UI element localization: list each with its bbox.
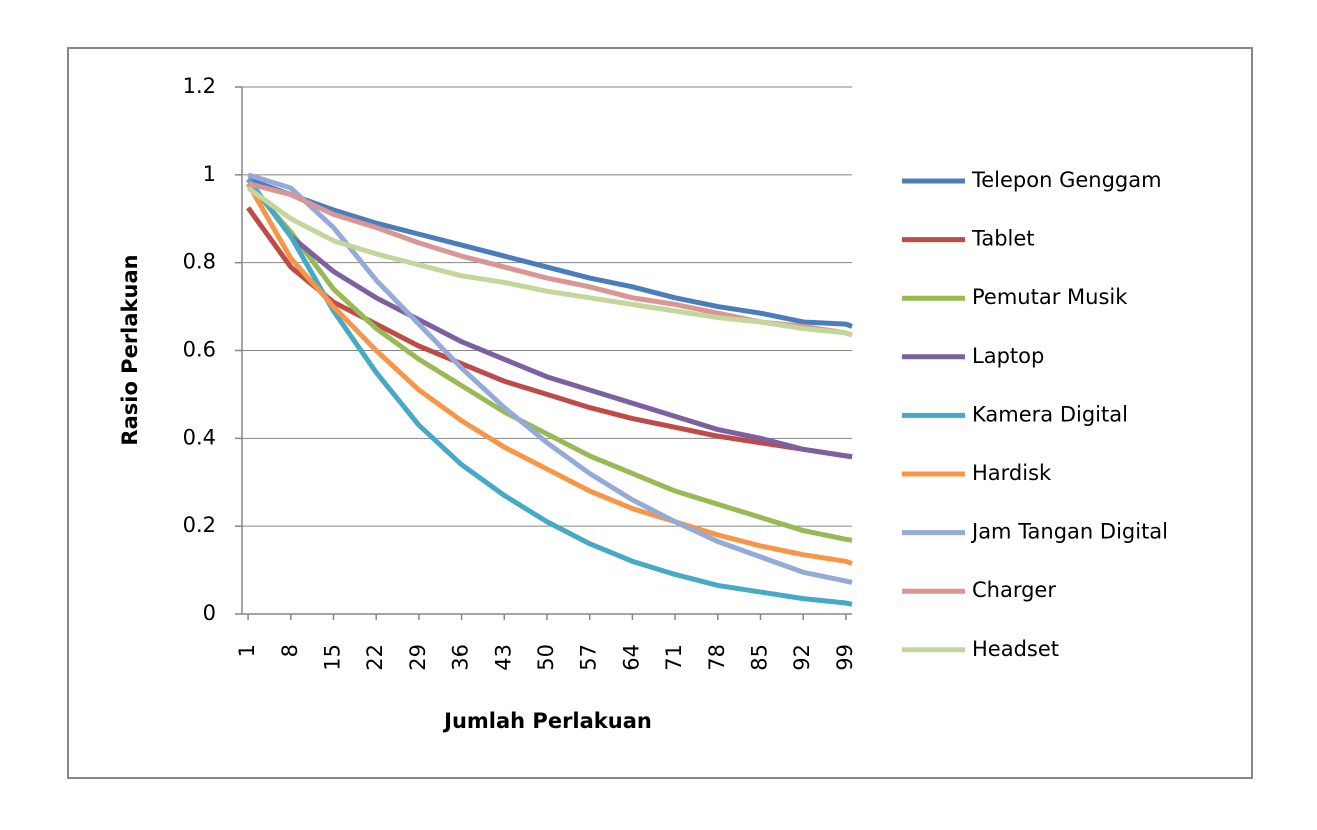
x-tick-label: 50 xyxy=(534,644,558,671)
x-tick-label: 15 xyxy=(321,644,345,671)
legend-label: Tablet xyxy=(971,227,1035,251)
y-tick-label: 0 xyxy=(203,601,216,625)
x-tick-label: 8 xyxy=(278,644,302,657)
legend-label: Telepon Genggam xyxy=(971,168,1162,192)
x-tick-label: 64 xyxy=(619,644,643,671)
x-tick-label: 29 xyxy=(406,644,430,671)
x-tick-label: 36 xyxy=(449,644,473,671)
legend-label: Laptop xyxy=(972,344,1044,368)
legend-label: Kamera Digital xyxy=(972,402,1128,426)
series-line xyxy=(247,176,853,329)
x-tick-label: 43 xyxy=(491,644,515,671)
x-tick-label: 99 xyxy=(833,644,857,671)
series-line xyxy=(246,177,853,460)
y-tick-label: 1 xyxy=(203,162,216,186)
legend-label: Headset xyxy=(972,637,1059,661)
legend-label: Pemutar Musik xyxy=(972,285,1128,309)
legend-label: Charger xyxy=(972,578,1056,602)
x-tick-label: 85 xyxy=(748,644,772,671)
y-tick-label: 0.6 xyxy=(183,338,216,362)
y-tick-label: 0.2 xyxy=(183,513,216,537)
x-tick-label: 71 xyxy=(662,644,686,671)
series-line xyxy=(245,182,853,566)
x-tick-label: 57 xyxy=(577,644,601,671)
x-tick-label: 92 xyxy=(790,644,814,671)
y-tick-label: 1.2 xyxy=(183,74,216,98)
y-tick-label: 0.4 xyxy=(183,425,216,449)
legend-label: Hardisk xyxy=(972,461,1052,485)
x-tick-label: 78 xyxy=(705,644,729,671)
x-tick-label: 22 xyxy=(363,644,387,671)
x-axis-title: Jumlah Perlakuan xyxy=(442,709,652,733)
series-line xyxy=(246,181,853,543)
y-axis-title: Rasio Perlakuan xyxy=(118,254,142,445)
series-line xyxy=(246,185,853,338)
y-tick-label: 0.8 xyxy=(183,250,216,274)
series-line xyxy=(246,177,853,607)
x-tick-label: 1 xyxy=(235,644,259,657)
legend-label: Jam Tangan Digital xyxy=(970,520,1168,544)
series-line xyxy=(247,172,853,585)
